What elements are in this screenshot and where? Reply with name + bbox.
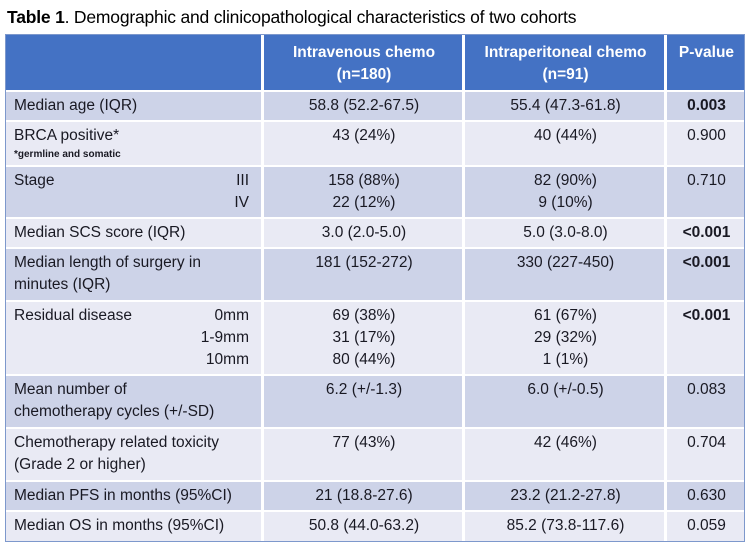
iv-value: 50.8 (44.0-63.2) <box>264 511 465 541</box>
table-row-residual-disease: Residual disease 0mm 1-9mm 10mm 69 (38%)… <box>6 301 744 376</box>
row-label: Median OS in months (95%CI) <box>14 516 225 534</box>
p-value: 0.704 <box>687 433 726 451</box>
row-label-cell: Median age (IQR) <box>6 91 264 120</box>
row-label: Residual disease <box>14 306 133 324</box>
table-row-brca-positive: BRCA positive* *germline and somatic 43 … <box>6 121 744 167</box>
p-value: 0.003 <box>687 96 726 114</box>
ip-value: 42 (46%) <box>465 428 667 480</box>
row-label: Median SCS score (IQR) <box>14 223 186 241</box>
p-value: 0.630 <box>687 486 726 504</box>
p-value: <0.001 <box>682 223 731 241</box>
table-header-row: Intravenous chemo (n=180) Intraperitonea… <box>6 35 744 92</box>
header-empty-cell <box>6 35 264 90</box>
iv-value: 69 (38%) 31 (17%) 80 (44%) <box>264 301 465 374</box>
row-label-cell: Median OS in months (95%CI) <box>6 511 264 541</box>
iv-value: 3.0 (2.0-5.0) <box>264 218 465 247</box>
table-row-mean-chemo-cycles: Mean number of chemotherapy cycles (+/-S… <box>6 375 744 429</box>
ip-value: 40 (44%) <box>465 121 667 165</box>
row-label: Chemotherapy related toxicity (Grade 2 o… <box>14 433 220 473</box>
row-label-footnote: *germline and somatic <box>14 148 121 160</box>
iv-value: 158 (88%) 22 (12%) <box>264 166 465 217</box>
iv-value: 58.8 (52.2-67.5) <box>264 91 465 120</box>
iv-value: 21 (18.8-27.6) <box>264 481 465 510</box>
p-value: 0.083 <box>687 380 726 398</box>
characteristics-table: Intravenous chemo (n=180) Intraperitonea… <box>5 34 745 542</box>
table-title-number: Table 1 <box>7 7 65 27</box>
ip-value: 330 (227-450) <box>465 248 667 300</box>
row-label-cell: Median SCS score (IQR) <box>6 218 264 247</box>
table-row-stage: Stage III IV 158 (88%) 22 (12%) 82 (90%)… <box>6 166 744 219</box>
table-title: Table 1. Demographic and clinicopatholog… <box>5 6 744 34</box>
p-value: 0.710 <box>687 171 726 189</box>
header-intravenous-chemo: Intravenous chemo (n=180) <box>264 35 465 90</box>
iv-value: 43 (24%) <box>264 121 465 165</box>
p-value: 0.059 <box>687 516 726 534</box>
row-label-cell: Chemotherapy related toxicity (Grade 2 o… <box>6 428 264 480</box>
table-row-median-age: Median age (IQR) 58.8 (52.2-67.5) 55.4 (… <box>6 91 744 122</box>
row-label: Median age (IQR) <box>14 96 138 114</box>
iv-value: 181 (152-272) <box>264 248 465 300</box>
header-intraperitoneal-chemo: Intraperitoneal chemo (n=91) <box>465 35 667 90</box>
p-value: <0.001 <box>682 253 731 271</box>
row-label: Mean number of chemotherapy cycles (+/-S… <box>14 380 215 420</box>
p-value: <0.001 <box>682 306 731 324</box>
row-label-cell: Stage III IV <box>6 166 264 217</box>
row-label: Median PFS in months (95%CI) <box>14 486 232 504</box>
row-label: BRCA positive* <box>14 126 120 144</box>
p-value: 0.900 <box>687 126 726 144</box>
row-sublabels: III IV <box>234 171 249 211</box>
table-body: Median age (IQR) 58.8 (52.2-67.5) 55.4 (… <box>6 91 744 541</box>
row-label-cell: Median PFS in months (95%CI) <box>6 481 264 510</box>
table-row-median-pfs: Median PFS in months (95%CI) 21 (18.8-27… <box>6 481 744 512</box>
row-label-cell: Residual disease 0mm 1-9mm 10mm <box>6 301 264 374</box>
table-row-median-scs-score: Median SCS score (IQR) 3.0 (2.0-5.0) 5.0… <box>6 218 744 249</box>
iv-value: 6.2 (+/-1.3) <box>264 375 465 427</box>
table-row-median-surgery-length: Median length of surgery in minutes (IQR… <box>6 248 744 302</box>
ip-value: 61 (67%) 29 (32%) 1 (1%) <box>465 301 667 374</box>
row-label-cell: Median length of surgery in minutes (IQR… <box>6 248 264 300</box>
ip-value: 5.0 (3.0-8.0) <box>465 218 667 247</box>
row-label: Median length of surgery in minutes (IQR… <box>14 253 201 293</box>
table-row-median-os: Median OS in months (95%CI) 50.8 (44.0-6… <box>6 511 744 541</box>
table-row-chemo-toxicity: Chemotherapy related toxicity (Grade 2 o… <box>6 428 744 482</box>
row-label-cell: BRCA positive* *germline and somatic <box>6 121 264 165</box>
table-title-text: . Demographic and clinicopathological ch… <box>64 7 577 27</box>
ip-value: 82 (90%) 9 (10%) <box>465 166 667 217</box>
ip-value: 55.4 (47.3-61.8) <box>465 91 667 120</box>
ip-value: 23.2 (21.2-27.8) <box>465 481 667 510</box>
row-label-cell: Mean number of chemotherapy cycles (+/-S… <box>6 375 264 427</box>
ip-value: 6.0 (+/-0.5) <box>465 375 667 427</box>
row-sublabels: 0mm 1-9mm 10mm <box>200 306 249 368</box>
header-p-value: P-value <box>678 44 735 61</box>
ip-value: 85.2 (73.8-117.6) <box>465 511 667 541</box>
row-label: Stage <box>14 171 55 189</box>
iv-value: 77 (43%) <box>264 428 465 480</box>
